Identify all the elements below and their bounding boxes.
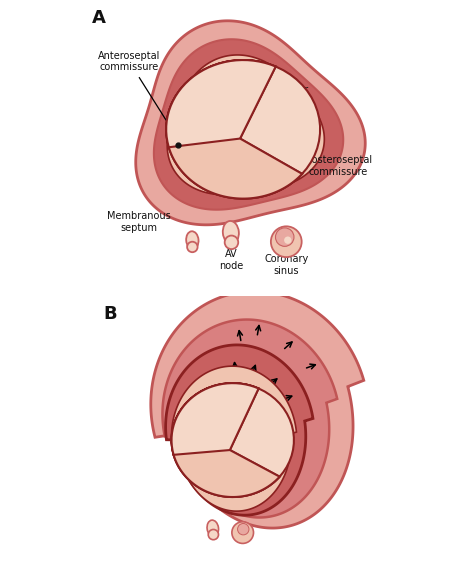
- Text: Coronary
sinus: Coronary sinus: [264, 254, 309, 275]
- Circle shape: [187, 242, 198, 252]
- Polygon shape: [173, 450, 280, 497]
- Polygon shape: [154, 40, 343, 210]
- Circle shape: [232, 522, 254, 543]
- Ellipse shape: [191, 401, 227, 428]
- Text: A: A: [92, 9, 106, 27]
- Polygon shape: [166, 60, 320, 199]
- Text: Anteroseptal
commissure: Anteroseptal commissure: [98, 51, 178, 139]
- Polygon shape: [172, 366, 296, 511]
- Polygon shape: [172, 383, 294, 497]
- Text: Anterior
leaflet: Anterior leaflet: [188, 81, 228, 103]
- Polygon shape: [163, 320, 337, 518]
- Polygon shape: [165, 345, 313, 515]
- Polygon shape: [169, 138, 302, 199]
- Text: Posteroseptal
commissure: Posteroseptal commissure: [297, 156, 372, 177]
- Polygon shape: [151, 291, 364, 528]
- Text: Posterior
leaflet: Posterior leaflet: [264, 85, 308, 106]
- Polygon shape: [167, 55, 324, 195]
- Ellipse shape: [268, 91, 299, 113]
- Circle shape: [208, 529, 219, 540]
- Ellipse shape: [223, 221, 239, 244]
- Text: AV
node: AV node: [219, 249, 243, 271]
- Circle shape: [284, 236, 292, 244]
- Text: Membranous
septum: Membranous septum: [107, 211, 170, 232]
- Text: Septal
leaflet: Septal leaflet: [251, 131, 286, 158]
- Circle shape: [225, 235, 238, 249]
- Polygon shape: [166, 60, 302, 199]
- Polygon shape: [172, 383, 280, 497]
- Circle shape: [271, 227, 301, 257]
- Text: B: B: [103, 305, 117, 323]
- Ellipse shape: [186, 231, 199, 249]
- Ellipse shape: [190, 79, 235, 112]
- Ellipse shape: [207, 520, 219, 536]
- Polygon shape: [136, 21, 365, 225]
- Circle shape: [275, 228, 294, 246]
- Circle shape: [237, 523, 249, 535]
